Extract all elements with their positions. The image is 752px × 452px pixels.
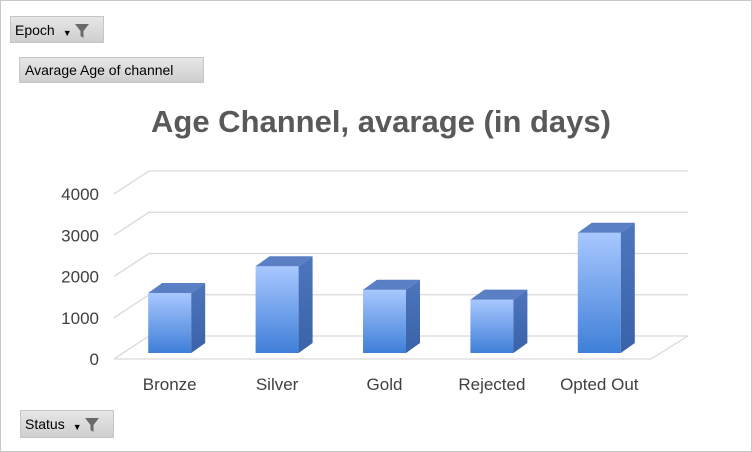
bar-silver: [255, 256, 313, 353]
bar-front: [363, 289, 406, 353]
x-category-label: Opted Out: [560, 375, 639, 394]
bar-side: [406, 279, 420, 353]
value-field-label: Avarage Age of channel: [25, 62, 174, 78]
x-category-label: Gold: [367, 375, 403, 394]
y-axis-ticks: 0 1000 2000 3000 4000: [61, 185, 99, 369]
bar-side: [513, 289, 528, 353]
y-tick-label: 4000: [61, 185, 99, 204]
epoch-filter-label: Epoch: [15, 21, 55, 38]
x-category-label: Bronze: [143, 375, 197, 394]
bar-gold: [363, 279, 420, 353]
gridline-diagonal: [113, 170, 150, 195]
bar-front: [148, 293, 192, 353]
y-tick-label: 2000: [61, 268, 99, 287]
funnel-filter-icon: [74, 23, 89, 38]
funnel-filter-icon: [84, 418, 99, 432]
value-field-button[interactable]: Avarage Age of channel: [19, 57, 204, 83]
x-axis-categories: Bronze Silver Gold Rejected Opted Out: [143, 375, 639, 394]
bar-rejected: [470, 289, 528, 353]
bar-top: [255, 256, 313, 267]
gridline-diagonal: [113, 252, 150, 278]
bars: [148, 222, 635, 353]
bar-front: [577, 232, 621, 353]
bar-front: [255, 266, 299, 353]
chart-title: Age Channel, avarage (in days): [151, 104, 611, 139]
bar-top: [470, 289, 528, 300]
dropdown-caret-icon: ▼: [72, 422, 82, 432]
floor-right-edge: [650, 335, 689, 360]
dropdown-caret-icon: ▼: [62, 27, 72, 38]
status-filter-button[interactable]: Status ▼: [20, 410, 114, 438]
y-tick-label: 1000: [61, 309, 99, 328]
status-filter-label: Status: [25, 416, 65, 432]
y-tick-label: 0: [90, 350, 99, 369]
epoch-filter-button[interactable]: Epoch ▼: [10, 16, 104, 43]
bar-side: [620, 222, 635, 353]
x-category-label: Rejected: [458, 375, 525, 394]
bar-opted-out: [577, 222, 635, 353]
y-tick-label: 3000: [61, 226, 99, 245]
gridline-diagonal: [113, 335, 150, 360]
gridline-diagonal: [113, 211, 150, 236]
bar-top: [577, 222, 635, 233]
gridline-diagonal: [113, 294, 150, 319]
x-category-label: Silver: [256, 375, 299, 394]
bar-bronze: [148, 283, 206, 353]
bar-side: [298, 256, 313, 353]
bar-top: [363, 279, 420, 290]
bar-top: [148, 283, 206, 293]
bar-front: [470, 299, 514, 353]
bar-side: [191, 283, 206, 353]
